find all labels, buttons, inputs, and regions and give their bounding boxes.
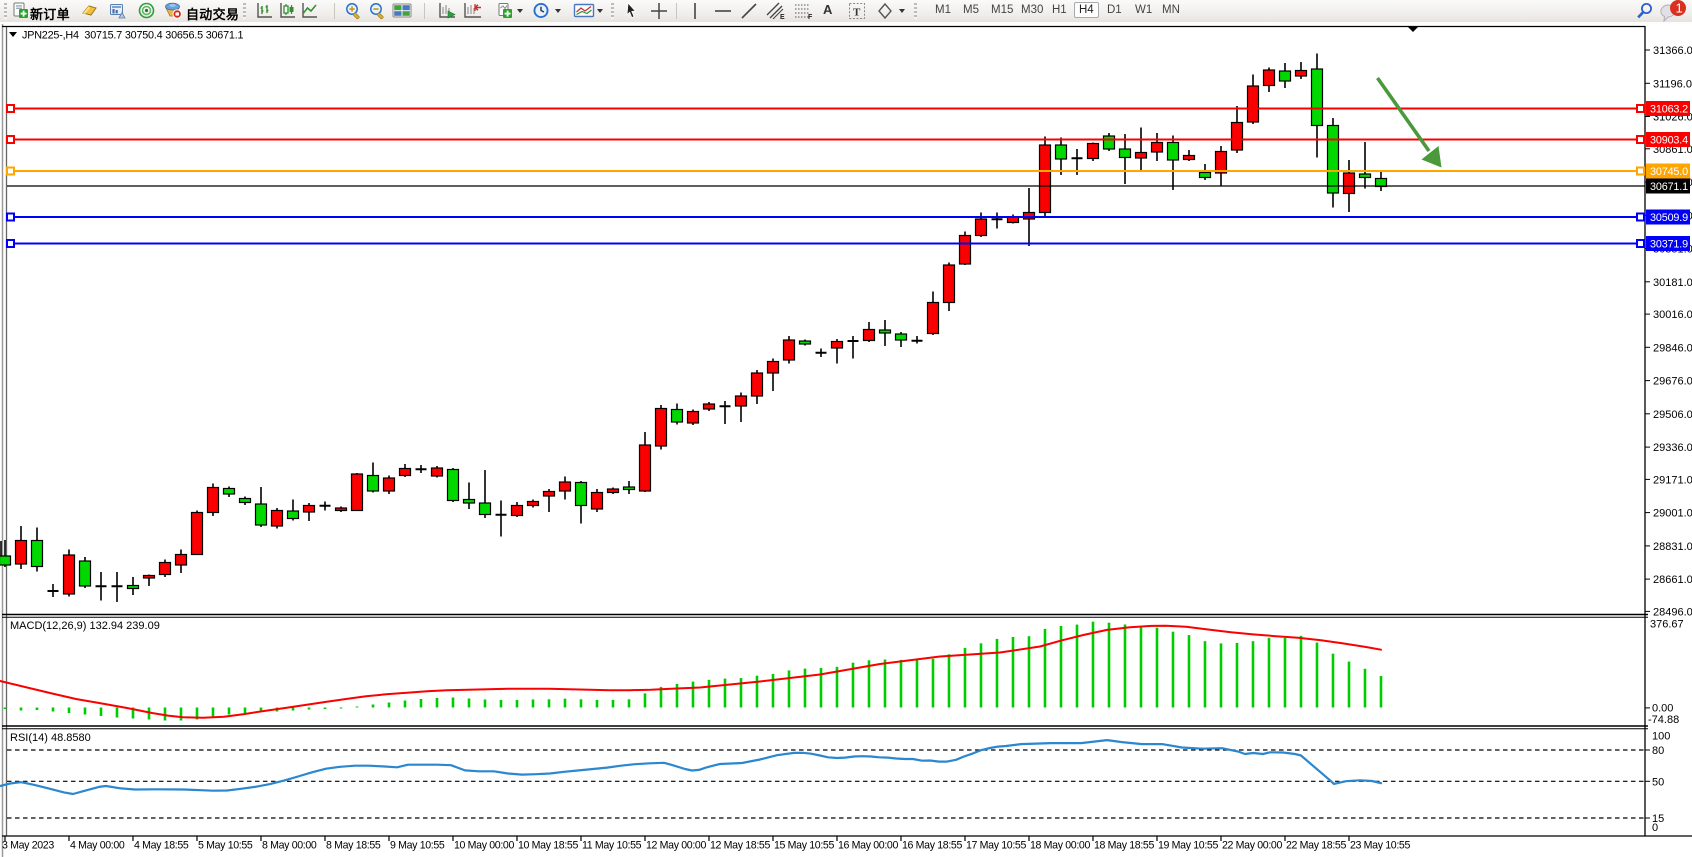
svg-text:11 May 10:55: 11 May 10:55 xyxy=(582,840,642,852)
svg-text:9 May 10:55: 9 May 10:55 xyxy=(390,840,445,852)
svg-text:31366.0: 31366.0 xyxy=(1653,45,1692,57)
svg-text:E: E xyxy=(780,14,785,20)
svg-text:28661.0: 28661.0 xyxy=(1653,574,1692,586)
svg-text:29171.0: 29171.0 xyxy=(1653,474,1692,486)
svg-text:16 May 18:55: 16 May 18:55 xyxy=(902,840,962,852)
svg-text:22 May 00:00: 22 May 00:00 xyxy=(1222,840,1282,852)
svg-text:29846.0: 29846.0 xyxy=(1653,342,1692,354)
svg-text:1: 1 xyxy=(1676,1,1683,16)
svg-text:29506.0: 29506.0 xyxy=(1653,409,1692,421)
svg-text:-74.88: -74.88 xyxy=(1648,714,1679,726)
svg-text:4 May 00:00: 4 May 00:00 xyxy=(70,840,125,852)
svg-text:18 May 00:00: 18 May 00:00 xyxy=(1030,840,1090,852)
svg-text:30509.9: 30509.9 xyxy=(1650,212,1688,224)
svg-text:30371.9: 30371.9 xyxy=(1650,239,1688,251)
svg-text:17 May 10:55: 17 May 10:55 xyxy=(966,840,1026,852)
svg-text:19 May 10:55: 19 May 10:55 xyxy=(1158,840,1218,852)
svg-text:12 May 18:55: 12 May 18:55 xyxy=(710,840,770,852)
svg-text:RSI(14) 48.8580: RSI(14) 48.8580 xyxy=(10,732,91,744)
svg-text:3 May 2023: 3 May 2023 xyxy=(2,840,54,852)
svg-text:30745.0: 30745.0 xyxy=(1650,166,1688,178)
svg-text:18 May 18:55: 18 May 18:55 xyxy=(1094,840,1154,852)
svg-text:MACD(12,26,9) 132.94 239.09: MACD(12,26,9) 132.94 239.09 xyxy=(10,620,160,632)
svg-text:31063.2: 31063.2 xyxy=(1650,104,1688,116)
svg-text:15 May 10:55: 15 May 10:55 xyxy=(774,840,834,852)
svg-text:29676.0: 29676.0 xyxy=(1653,376,1692,388)
svg-text:22 May 18:55: 22 May 18:55 xyxy=(1286,840,1346,852)
svg-text:16 May 00:00: 16 May 00:00 xyxy=(838,840,898,852)
svg-text:28831.0: 28831.0 xyxy=(1653,541,1692,553)
svg-text:10 May 18:55: 10 May 18:55 xyxy=(518,840,578,852)
svg-text:15: 15 xyxy=(1652,813,1664,825)
svg-text:8 May 18:55: 8 May 18:55 xyxy=(326,840,381,852)
svg-text:10 May 00:00: 10 May 00:00 xyxy=(454,840,514,852)
svg-text:12 May 00:00: 12 May 00:00 xyxy=(646,840,706,852)
svg-text:0.00: 0.00 xyxy=(1652,703,1673,715)
svg-text:50: 50 xyxy=(1652,776,1664,788)
svg-text:30181.0: 30181.0 xyxy=(1653,277,1692,289)
svg-text:30671.1: 30671.1 xyxy=(1650,181,1688,193)
svg-text:23 May 10:55: 23 May 10:55 xyxy=(1350,840,1410,852)
svg-text:31196.0: 31196.0 xyxy=(1653,78,1692,90)
svg-text:5 May 10:55: 5 May 10:55 xyxy=(198,840,253,852)
svg-text:JPN225-,H4 30715.7 30750.4 30: JPN225-,H4 30715.7 30750.4 30656.5 30671… xyxy=(22,30,244,42)
svg-text:30903.4: 30903.4 xyxy=(1650,135,1688,147)
svg-text:100: 100 xyxy=(1652,731,1670,743)
svg-text:F: F xyxy=(808,14,813,20)
svg-text:28496.0: 28496.0 xyxy=(1653,606,1692,618)
svg-text:80: 80 xyxy=(1652,745,1664,757)
svg-text:4 May 18:55: 4 May 18:55 xyxy=(134,840,189,852)
svg-text:29336.0: 29336.0 xyxy=(1653,442,1692,454)
svg-text:T: T xyxy=(853,7,861,19)
svg-text:30016.0: 30016.0 xyxy=(1653,309,1692,321)
svg-text:8 May 00:00: 8 May 00:00 xyxy=(262,840,317,852)
svg-text:0: 0 xyxy=(1652,822,1658,834)
svg-text:29001.0: 29001.0 xyxy=(1653,508,1692,520)
svg-text:376.67: 376.67 xyxy=(1650,619,1684,631)
